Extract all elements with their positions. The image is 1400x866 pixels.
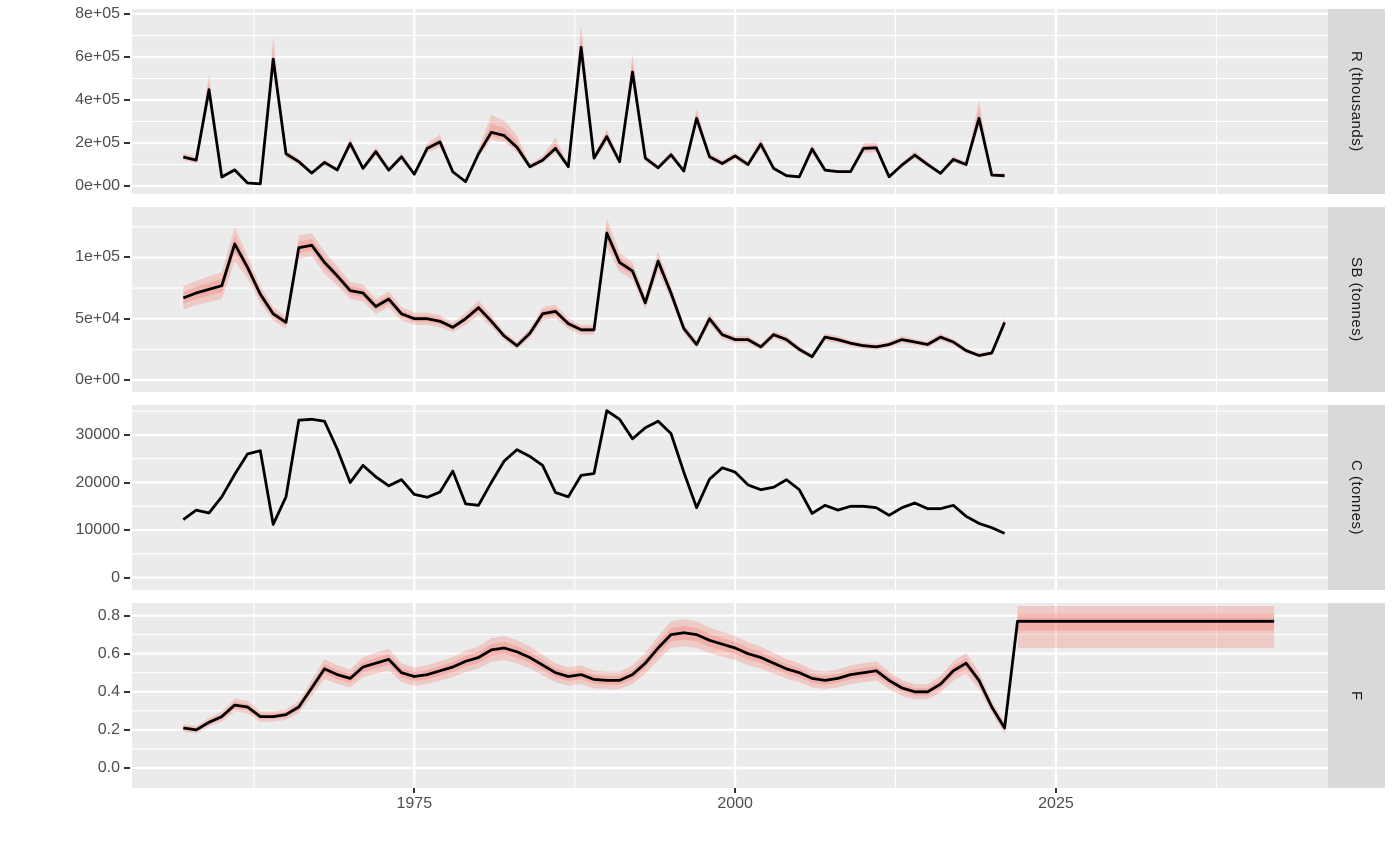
y-axis-tick-mark (124, 766, 130, 769)
strip-text: SB (tonnes) (1348, 257, 1365, 342)
y-axis-tick-label: 0 (111, 568, 120, 586)
strip-label-fishing-mortality: F (1328, 603, 1385, 788)
chart-surface (132, 405, 1328, 590)
y-axis-tick-label: 20000 (75, 473, 121, 491)
y-axis-tick-label: 0.0 (97, 758, 120, 776)
y-axis-tick-label: 0.8 (97, 606, 120, 624)
strip-text: F (1348, 690, 1365, 701)
y-axis-tick-label: 10000 (75, 521, 121, 539)
y-axis-tick-label: 30000 (75, 425, 121, 443)
y-axis-tick-label: 0.2 (97, 720, 120, 738)
y-axis-tick-mark (124, 576, 130, 579)
y-axis-tick-mark (124, 433, 130, 436)
chart-surface (132, 603, 1328, 788)
x-axis-tick-label: 2025 (1038, 795, 1074, 812)
strip-label-spawning-biomass: SB (tonnes) (1328, 207, 1385, 392)
y-axis-tick-label: 2e+05 (75, 134, 120, 152)
x-axis-tick-label: 2000 (717, 795, 753, 812)
data-line (182, 45, 1005, 186)
y-axis-tick-mark (124, 185, 130, 188)
y-axis-tick-mark (124, 55, 130, 58)
strip-text: C (tonnes) (1348, 459, 1365, 536)
y-axis-tick-mark (124, 481, 130, 484)
strip-text: R (thousands) (1348, 51, 1365, 152)
panel-fishing-mortality (132, 603, 1328, 788)
chart-surface (132, 207, 1328, 392)
y-axis-tick-label: 0.4 (97, 682, 120, 700)
y-axis-tick-label: 4e+05 (75, 90, 120, 108)
y-axis-tick-mark (124, 378, 130, 381)
y-axis-tick-mark (124, 690, 130, 693)
panel-recruitment (132, 9, 1328, 194)
data-line (182, 231, 1006, 359)
y-axis-tick-mark (124, 529, 130, 532)
y-axis-tick-label: 1e+05 (75, 248, 120, 266)
data-line (182, 409, 1006, 535)
panel-spawning-biomass (132, 207, 1328, 392)
y-axis-tick-label: 8e+05 (75, 4, 120, 22)
y-axis-tick-mark (124, 317, 130, 320)
confidence-ribbon (1017, 606, 1275, 648)
y-axis-tick-mark (124, 728, 130, 731)
x-axis-tick-mark (1054, 788, 1057, 793)
chart-surface (132, 9, 1328, 194)
y-axis-tick-label: 0e+00 (75, 177, 120, 195)
x-axis-tick-label: 1975 (396, 795, 433, 812)
strip-label-recruitment: R (thousands) (1328, 9, 1385, 194)
x-axis-tick-mark (734, 788, 737, 793)
y-axis-tick-mark (124, 142, 130, 145)
y-axis-tick-mark (124, 12, 130, 15)
strip-label-catch: C (tonnes) (1328, 405, 1385, 590)
y-axis-tick-mark (124, 614, 130, 617)
y-axis-tick-label: 6e+05 (75, 47, 120, 65)
y-axis-tick-label: 5e+04 (75, 309, 120, 327)
x-axis-tick-mark (413, 788, 416, 793)
y-axis-tick-label: 0e+00 (75, 370, 120, 388)
data-line (183, 619, 1275, 732)
y-axis-tick-mark (124, 98, 130, 101)
panel-catch (132, 405, 1328, 590)
y-axis-tick-mark (124, 652, 130, 655)
confidence-ribbon (183, 619, 1005, 734)
y-axis-tick-label: 0.6 (97, 644, 120, 662)
y-axis-tick-mark (124, 256, 130, 259)
